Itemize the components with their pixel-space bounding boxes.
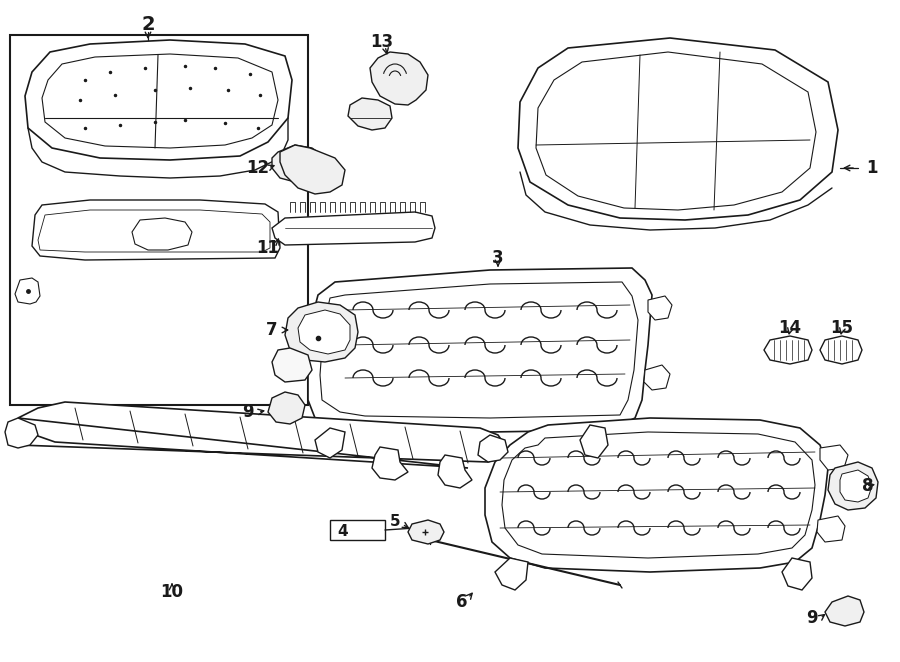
Polygon shape — [38, 210, 270, 252]
Polygon shape — [272, 145, 325, 182]
Polygon shape — [828, 462, 878, 510]
Text: 9: 9 — [242, 403, 254, 421]
Text: 12: 12 — [247, 159, 270, 177]
Text: 15: 15 — [831, 319, 853, 337]
Polygon shape — [648, 296, 672, 320]
Polygon shape — [782, 558, 812, 590]
Polygon shape — [132, 218, 192, 250]
Polygon shape — [370, 52, 428, 105]
Polygon shape — [485, 418, 828, 572]
Polygon shape — [580, 425, 608, 458]
Text: 6: 6 — [456, 593, 468, 611]
Text: 8: 8 — [862, 477, 874, 495]
Polygon shape — [764, 336, 812, 364]
Text: 4: 4 — [338, 524, 348, 540]
Polygon shape — [32, 200, 280, 260]
Polygon shape — [298, 310, 350, 354]
Polygon shape — [18, 402, 505, 468]
Polygon shape — [820, 336, 862, 364]
Text: 1: 1 — [866, 159, 878, 177]
Polygon shape — [272, 212, 435, 245]
Polygon shape — [25, 40, 292, 160]
Polygon shape — [495, 558, 528, 590]
Polygon shape — [308, 268, 652, 432]
Text: 14: 14 — [778, 319, 802, 337]
Text: 2: 2 — [141, 15, 155, 34]
Polygon shape — [502, 432, 815, 558]
Polygon shape — [518, 38, 838, 220]
Polygon shape — [536, 52, 816, 210]
Text: 3: 3 — [492, 249, 504, 267]
Polygon shape — [285, 302, 358, 362]
Polygon shape — [320, 282, 638, 418]
Polygon shape — [438, 455, 472, 488]
Polygon shape — [272, 348, 312, 382]
Polygon shape — [15, 278, 40, 304]
Polygon shape — [817, 516, 845, 542]
Polygon shape — [5, 418, 38, 448]
Polygon shape — [280, 145, 345, 194]
Polygon shape — [42, 54, 278, 148]
Text: 5: 5 — [390, 514, 400, 530]
Text: 9: 9 — [806, 609, 818, 627]
Polygon shape — [478, 435, 508, 462]
Text: 7: 7 — [266, 321, 278, 339]
Polygon shape — [820, 445, 848, 470]
Text: 11: 11 — [256, 239, 280, 257]
Polygon shape — [644, 365, 670, 390]
Text: 13: 13 — [371, 33, 393, 51]
Polygon shape — [372, 447, 408, 480]
Text: 10: 10 — [160, 583, 184, 601]
Bar — [10, 35, 308, 405]
FancyBboxPatch shape — [330, 520, 385, 540]
Polygon shape — [408, 520, 444, 544]
Polygon shape — [840, 470, 872, 502]
Polygon shape — [315, 428, 345, 458]
Polygon shape — [348, 98, 392, 130]
Polygon shape — [825, 596, 864, 626]
Polygon shape — [268, 392, 305, 424]
